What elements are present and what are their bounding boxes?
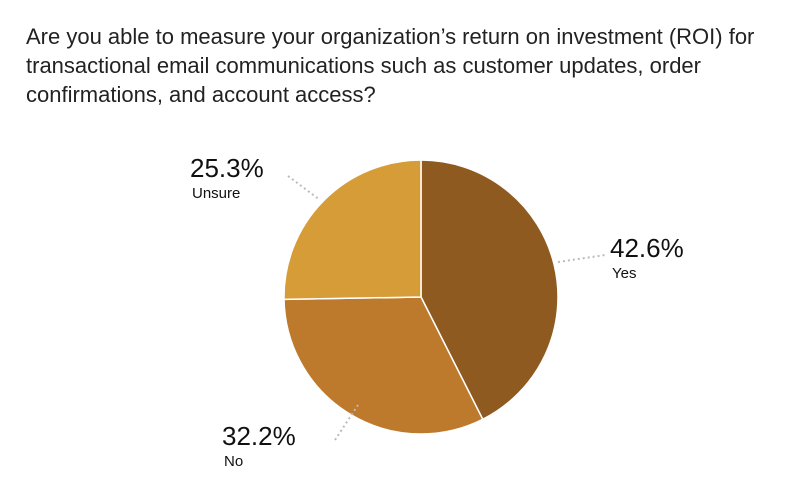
category-label: Yes bbox=[612, 265, 636, 282]
pie-slice bbox=[420, 159, 559, 421]
category-label: No bbox=[224, 453, 243, 470]
chart-title: Are you able to measure your organizatio… bbox=[26, 24, 755, 107]
leader-line bbox=[287, 175, 321, 201]
leader-line bbox=[557, 254, 606, 263]
category-label: Unsure bbox=[192, 185, 240, 202]
value-label: 32.2% bbox=[222, 421, 296, 451]
value-label: 25.3% bbox=[190, 153, 264, 183]
pie-slice bbox=[283, 296, 484, 435]
value-label: 42.6% bbox=[610, 233, 684, 263]
leader-line bbox=[334, 404, 359, 441]
pie-slice bbox=[283, 159, 422, 301]
